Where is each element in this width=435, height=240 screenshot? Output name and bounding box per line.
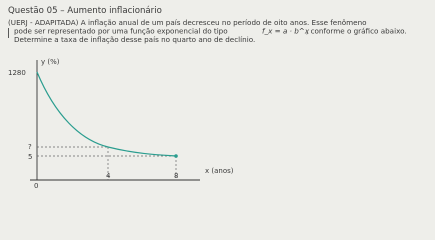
curve — [36, 71, 177, 157]
x-tick-label: 4 — [106, 172, 111, 180]
point — [174, 154, 178, 158]
text-line: (UERJ - ADAPITADA) A inflação anual de u… — [8, 18, 367, 27]
text-line: , conforme o gráfico abaixo. — [306, 27, 407, 36]
screenshot: Questão 05 – Aumento inflacionário (UERJ… — [8, 6, 407, 190]
x-axis-label: x (anos) — [205, 167, 234, 175]
text-line: Determine a taxa de inflação desse país … — [14, 35, 255, 44]
x-tick-label: 8 — [174, 172, 178, 180]
title: Questão 05 – Aumento inflacionário — [8, 6, 162, 16]
y-axis-label: y (%) — [41, 58, 60, 66]
figure: y (%) x (anos) 1280 ? 5 0 4 8 — [8, 58, 234, 190]
y-tick-label: ? — [28, 143, 32, 151]
formula: f_x = a · b^x — [262, 27, 310, 36]
y-tick-label: 5 — [28, 153, 32, 161]
page: {"header": {"title": "Questão 05 – Aumen… — [8, 6, 407, 190]
y-tick-label: 1280 — [8, 69, 26, 77]
text-line: pode ser representado por uma função exp… — [14, 27, 228, 36]
x-tick-label: 0 — [34, 182, 38, 190]
